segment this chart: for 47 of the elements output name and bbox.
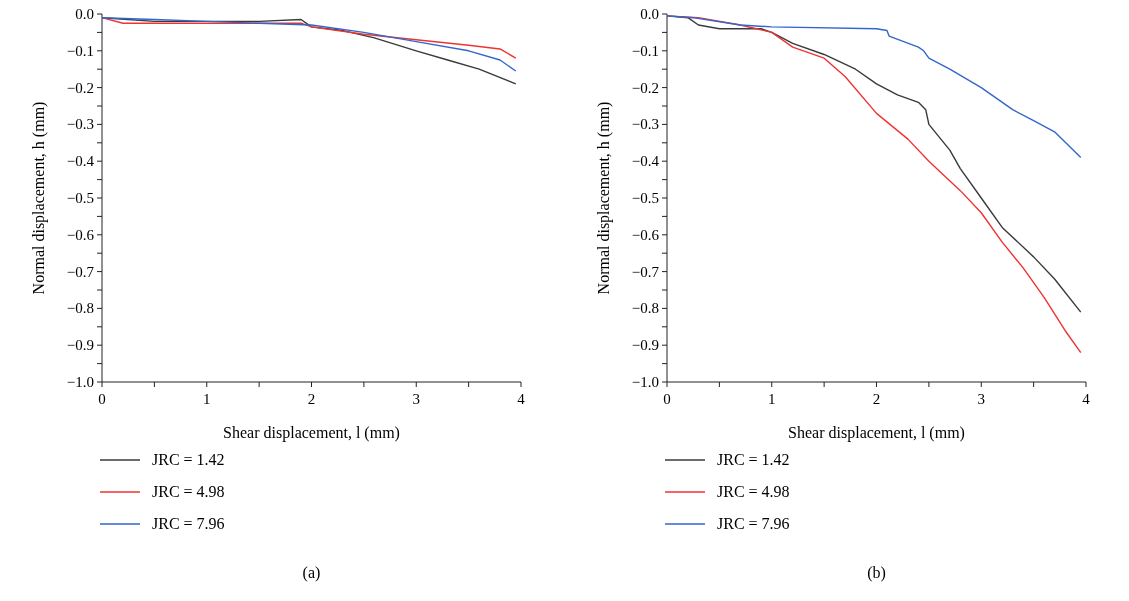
y-tick-label: −0.6 xyxy=(631,226,660,243)
x-axis-title: Shear displacement, l (mm) xyxy=(788,424,965,442)
y-tick-label: −0.6 xyxy=(66,226,95,243)
legend-label: JRC = 7.96 xyxy=(717,515,790,532)
y-tick-label: −0.8 xyxy=(631,300,659,317)
x-tick-label: 2 xyxy=(307,391,316,407)
legend-label: JRC = 4.98 xyxy=(717,483,790,500)
y-tick-label: −0.8 xyxy=(66,300,94,317)
x-axis-title: Shear displacement, l (mm) xyxy=(223,424,400,442)
line-series xyxy=(666,15,1082,159)
y-tick-label: −0.7 xyxy=(631,263,660,280)
y-tick-label: −0.1 xyxy=(66,42,94,59)
x-tick-label: 1 xyxy=(768,391,776,407)
y-tick-label: −0.1 xyxy=(631,42,659,59)
line-series xyxy=(101,16,517,59)
y-tick-label: −0.2 xyxy=(631,79,659,96)
text: (b) xyxy=(867,564,886,582)
y-tick-label: 0.0 xyxy=(640,6,659,22)
x-tick-label: 3 xyxy=(977,391,985,407)
y-tick-label: −0.3 xyxy=(631,116,659,133)
y-tick-label: 0.0 xyxy=(75,6,94,22)
y-tick-label: −0.4 xyxy=(631,153,660,170)
x-tick-label: 0 xyxy=(98,391,106,407)
y-tick-label: −0.9 xyxy=(631,337,659,354)
y-tick-label: −1.0 xyxy=(66,374,94,390)
y-tick-label: −1.0 xyxy=(631,374,659,390)
legend-label: JRC = 1.42 xyxy=(717,451,790,468)
y-tick-label: −0.5 xyxy=(631,190,659,206)
legend-label: JRC = 1.42 xyxy=(152,451,225,468)
y-axis-title: Normal displacement, h (mm) xyxy=(30,101,48,295)
x-tick-label: 4 xyxy=(1082,391,1091,407)
x-tick-label: 1 xyxy=(203,391,211,407)
y-axis-title: Normal displacement, h (mm) xyxy=(595,101,613,295)
legend-label: JRC = 4.98 xyxy=(152,483,225,500)
y-tick-label: −0.7 xyxy=(66,263,95,280)
x-tick-label: 4 xyxy=(517,391,526,407)
y-tick-label: −0.5 xyxy=(66,190,94,206)
y-tick-label: −0.2 xyxy=(66,79,94,96)
y-tick-label: −0.3 xyxy=(66,116,94,133)
x-tick-label: 3 xyxy=(412,391,420,407)
y-tick-label: −0.9 xyxy=(66,337,94,354)
y-tick-label: −0.4 xyxy=(66,153,95,170)
text: (a) xyxy=(302,564,321,582)
x-tick-label: 2 xyxy=(872,391,881,407)
line-series xyxy=(101,16,517,72)
x-tick-label: 0 xyxy=(663,391,671,407)
legend-label: JRC = 7.96 xyxy=(152,515,225,532)
